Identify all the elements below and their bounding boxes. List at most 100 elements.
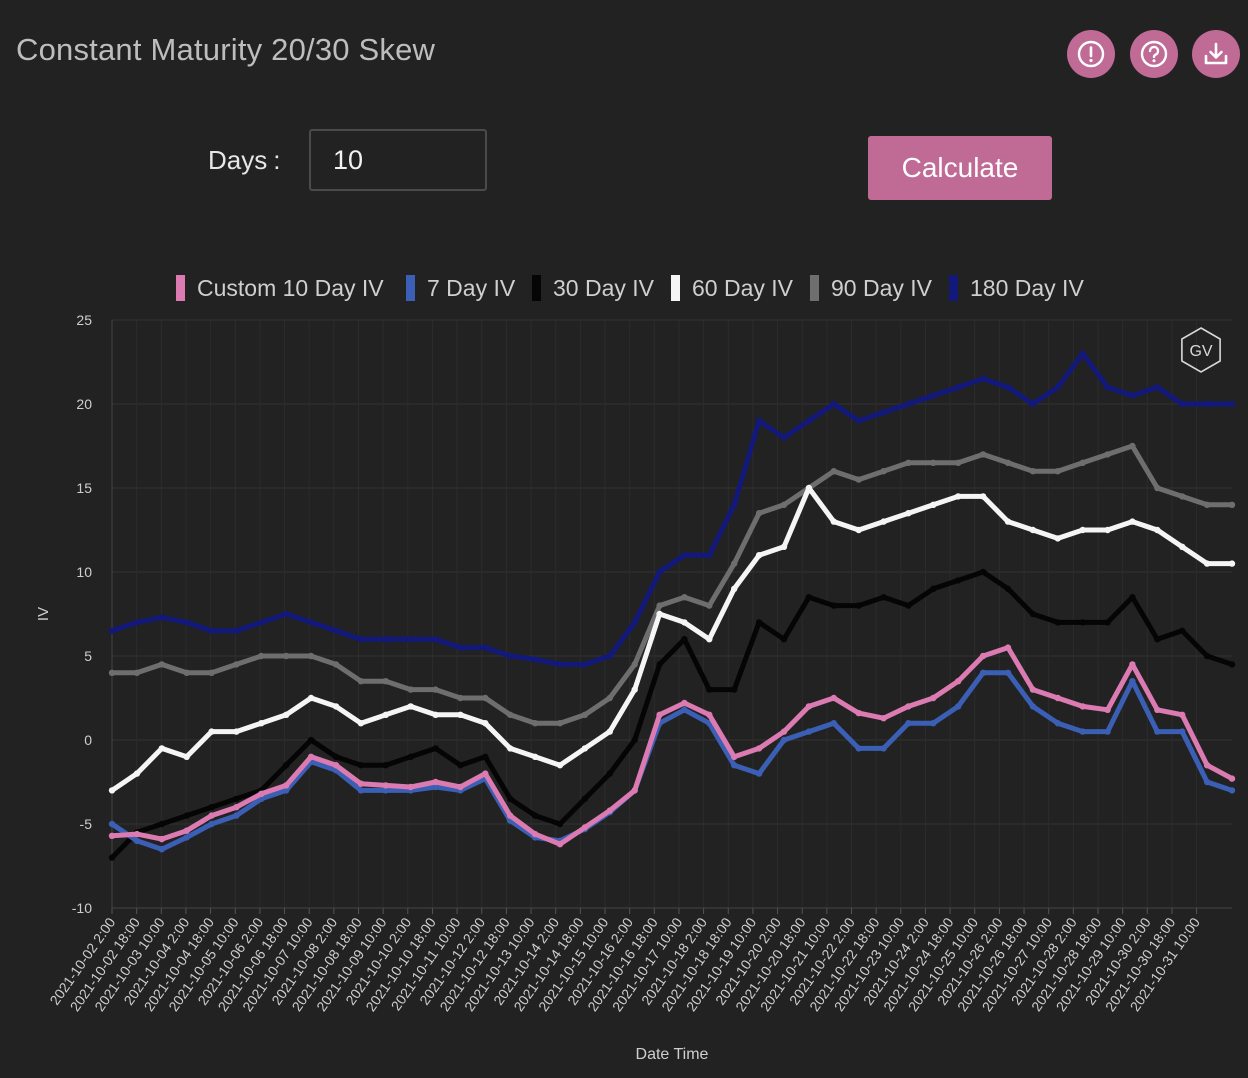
- data-point: [830, 518, 837, 525]
- data-point: [482, 770, 489, 777]
- data-point: [681, 636, 688, 643]
- data-point: [631, 619, 638, 626]
- data-point: [830, 720, 837, 727]
- data-point: [432, 711, 439, 718]
- data-point: [855, 526, 862, 534]
- data-point: [133, 770, 141, 777]
- data-point: [979, 652, 987, 660]
- data-point: [108, 854, 116, 861]
- data-point: [979, 669, 987, 676]
- data-point: [1154, 526, 1161, 534]
- legend-swatch: [671, 275, 680, 301]
- data-point: [158, 820, 165, 828]
- legend-label: Custom 10 Day IV: [197, 275, 384, 301]
- data-point: [233, 627, 240, 634]
- help-icon: [1140, 40, 1168, 68]
- data-point: [1054, 535, 1062, 542]
- data-point: [1004, 644, 1012, 651]
- legend-label: 90 Day IV: [831, 275, 933, 301]
- data-point: [1179, 543, 1186, 550]
- data-point: [1104, 706, 1111, 713]
- data-point: [979, 568, 987, 576]
- data-point: [208, 820, 215, 828]
- data-point: [681, 706, 688, 713]
- y-tick-label: 20: [76, 396, 92, 412]
- data-point: [482, 753, 489, 760]
- data-point: [855, 602, 862, 609]
- data-point: [1154, 384, 1161, 391]
- data-point: [507, 652, 514, 660]
- y-tick-label: 5: [84, 648, 92, 664]
- data-point: [382, 636, 389, 643]
- data-point: [780, 501, 788, 508]
- data-point: [830, 400, 837, 408]
- data-point: [307, 736, 315, 744]
- alert-icon: [1077, 40, 1105, 68]
- data-point: [805, 703, 813, 710]
- data-point: [307, 694, 315, 702]
- data-point: [307, 753, 315, 760]
- data-point: [1179, 400, 1186, 408]
- series-line: [109, 569, 1235, 861]
- data-point: [731, 501, 738, 508]
- data-point: [706, 636, 713, 643]
- data-point: [681, 594, 688, 601]
- data-point: [681, 699, 688, 707]
- data-point: [930, 720, 937, 727]
- data-point: [233, 728, 240, 735]
- data-point: [905, 720, 912, 727]
- data-point: [1228, 787, 1236, 794]
- data-point: [1228, 661, 1236, 668]
- data-point: [108, 669, 116, 676]
- legend-label: 180 Day IV: [970, 275, 1084, 301]
- data-point: [1179, 493, 1186, 500]
- data-point: [457, 711, 464, 718]
- data-point: [283, 610, 290, 618]
- data-point: [1203, 400, 1211, 408]
- alert-button[interactable]: [1067, 30, 1115, 78]
- data-point: [780, 434, 788, 441]
- data-point: [208, 812, 215, 819]
- data-point: [1079, 350, 1086, 357]
- data-point: [581, 711, 589, 718]
- data-point: [382, 711, 389, 718]
- days-label-colon: :: [273, 145, 281, 175]
- y-tick-label: 10: [76, 564, 92, 580]
- data-point: [631, 661, 638, 668]
- download-button[interactable]: [1192, 30, 1240, 78]
- y-tick-label: 25: [76, 312, 92, 328]
- data-point: [382, 678, 389, 685]
- calculate-button[interactable]: Calculate: [868, 136, 1052, 200]
- data-point: [855, 476, 862, 483]
- data-point: [755, 619, 763, 626]
- data-point: [183, 827, 190, 834]
- series-line: [109, 485, 1235, 793]
- data-point: [382, 782, 389, 789]
- data-point: [805, 728, 813, 735]
- data-point: [1054, 384, 1062, 391]
- help-button[interactable]: [1130, 30, 1178, 78]
- data-point: [283, 782, 290, 789]
- days-input[interactable]: [309, 129, 487, 191]
- data-point: [830, 468, 837, 475]
- data-point: [1104, 526, 1111, 534]
- data-point: [507, 711, 514, 718]
- data-point: [1154, 706, 1161, 713]
- data-point: [731, 560, 738, 567]
- data-point: [755, 770, 763, 777]
- data-point: [1029, 610, 1037, 618]
- legend-swatch: [532, 275, 541, 301]
- data-point: [880, 715, 887, 722]
- data-point: [531, 812, 539, 819]
- data-point: [283, 652, 290, 660]
- data-point: [930, 459, 937, 466]
- data-point: [283, 711, 290, 718]
- data-point: [1129, 442, 1136, 450]
- data-point: [332, 703, 340, 710]
- data-point: [1104, 384, 1111, 391]
- legend-label: 60 Day IV: [692, 275, 794, 301]
- data-point: [905, 602, 912, 609]
- data-point: [1029, 526, 1037, 534]
- data-point: [830, 602, 837, 609]
- data-point: [1129, 661, 1136, 668]
